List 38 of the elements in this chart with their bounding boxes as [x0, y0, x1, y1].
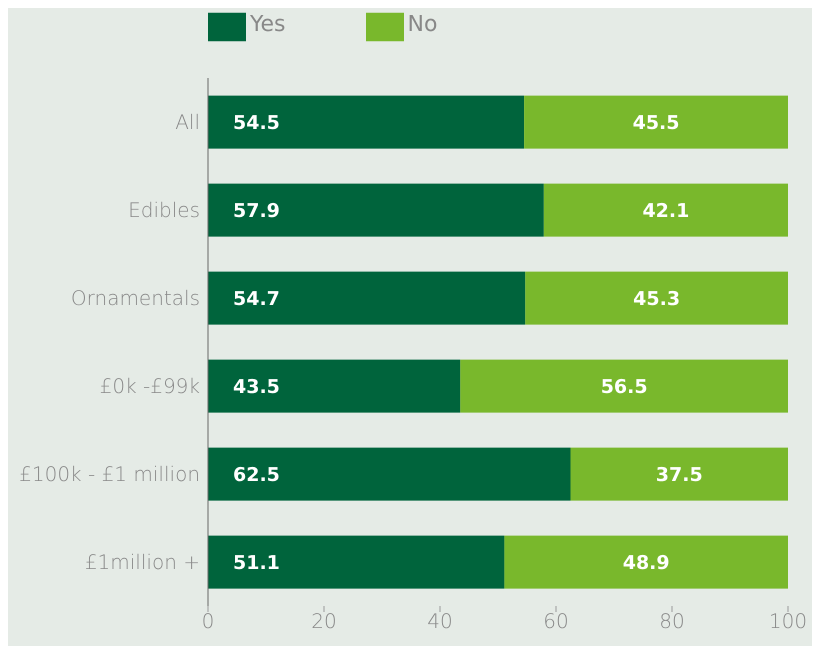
bar: [525, 272, 788, 325]
data-label: 54.7: [233, 288, 280, 310]
bar: [208, 536, 504, 589]
data-label: 51.1: [233, 552, 280, 574]
data-label: 37.5: [656, 464, 703, 486]
x-tick-label: 0: [202, 609, 214, 634]
data-label: 48.9: [622, 552, 670, 574]
bar: [208, 448, 570, 501]
y-tick-label: £1million +: [84, 550, 200, 574]
bar: [570, 448, 788, 501]
y-tick-label: Ornamentals: [70, 286, 200, 310]
data-label: 45.3: [633, 288, 680, 310]
y-tick-label: £100k - £1 million: [19, 462, 200, 486]
bar: [504, 536, 788, 589]
data-label: 45.5: [632, 112, 680, 134]
data-label: 54.5: [233, 112, 280, 134]
data-label: 43.5: [233, 376, 280, 398]
data-label: 62.5: [233, 464, 280, 486]
bar: [544, 184, 788, 237]
y-tick-label: Edibles: [128, 198, 200, 222]
y-tick-label: £0k -£99k: [100, 374, 200, 398]
x-tick-label: 80: [659, 609, 685, 634]
x-tick-label: 20: [311, 609, 337, 634]
data-label: 57.9: [233, 200, 280, 222]
legend-label: Yes: [250, 12, 286, 38]
bar: [208, 360, 460, 413]
data-label: 56.5: [600, 376, 648, 398]
x-tick-label: 100: [768, 609, 808, 634]
legend-label: No: [408, 12, 438, 38]
x-tick-label: 60: [543, 609, 569, 634]
bar: [208, 184, 544, 237]
bar: [208, 96, 524, 149]
data-label: 42.1: [642, 200, 690, 222]
bar: [208, 272, 526, 325]
bar: [460, 360, 788, 413]
y-tick-label: All: [175, 110, 200, 134]
x-tick-label: 40: [427, 609, 453, 634]
bar: [524, 96, 788, 149]
